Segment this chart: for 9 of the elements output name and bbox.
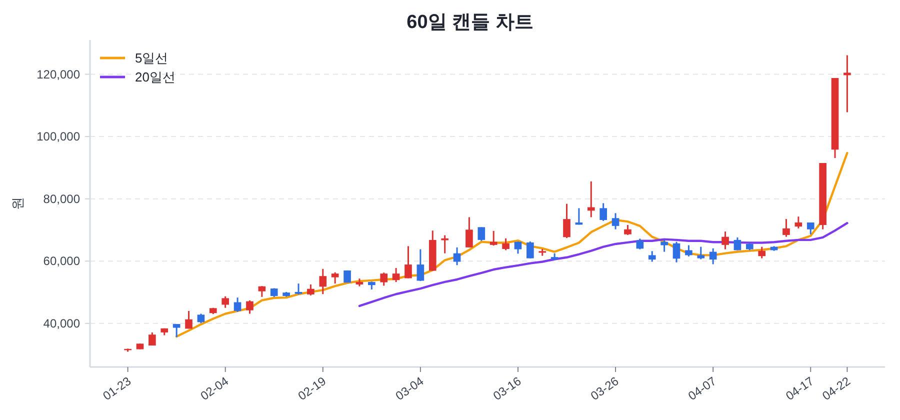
chart-title: 60일 캔들 차트 bbox=[406, 12, 534, 33]
legend-label: 5일선 bbox=[135, 50, 168, 66]
y-tick-label: 100,000 bbox=[36, 130, 80, 144]
y-axis-title: 원 bbox=[10, 197, 25, 210]
y-tick-label: 60,000 bbox=[43, 254, 80, 268]
legend-label: 20일선 bbox=[135, 70, 176, 84]
y-tick-label: 120,000 bbox=[36, 67, 80, 82]
y-tick-label: 80,000 bbox=[43, 192, 80, 206]
y-tick-label: 40,000 bbox=[43, 316, 80, 330]
